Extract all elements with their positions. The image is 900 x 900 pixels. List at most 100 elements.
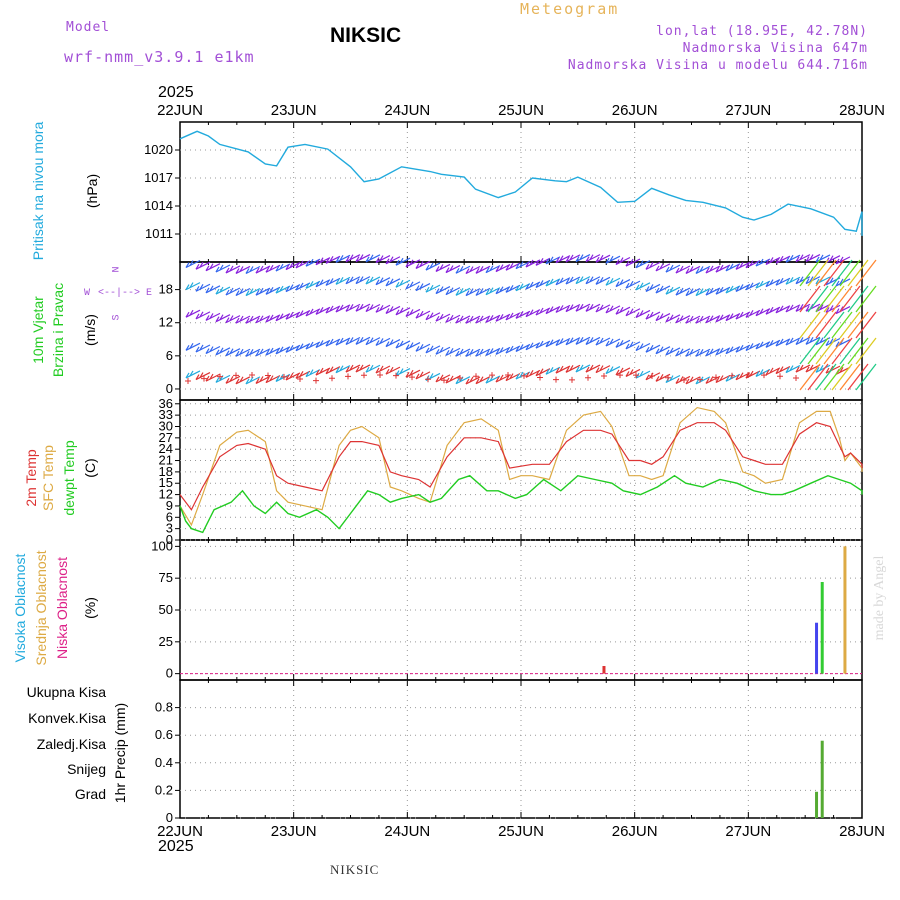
wind-barb [765, 256, 781, 266]
wind-barb-shaft [525, 259, 541, 268]
wind-barb-flag [475, 268, 480, 274]
wind-barb-flag [319, 367, 324, 374]
wind-barb-shaft [315, 306, 331, 315]
wind-barb-flag [539, 368, 544, 375]
wind-barb-shaft [235, 348, 251, 357]
wind-barb-flag [835, 258, 840, 265]
wind-barb-shaft [755, 308, 771, 317]
wind-barb-flag [779, 338, 784, 345]
wind-barb-shaft [245, 288, 261, 297]
wind-barb-shaft [485, 375, 501, 384]
wind-barb-shaft [545, 256, 561, 265]
wind-barb [795, 364, 811, 373]
wind-barb-shaft [615, 339, 631, 348]
wind-calm-marker [745, 372, 751, 379]
wind-barb-shaft [475, 315, 491, 324]
wind-barb [455, 287, 471, 296]
wind-barb-end [831, 363, 853, 391]
wind-barb-flag [235, 317, 240, 324]
wind-barb [685, 348, 701, 357]
wind-calm-marker [537, 374, 543, 381]
wind-barb [265, 347, 281, 356]
wind-barb-end [839, 259, 861, 287]
wind-barb-end [799, 259, 821, 287]
wind-barb-shaft [255, 287, 271, 296]
wind-barb [465, 315, 481, 324]
wind-barb-flag [779, 277, 784, 284]
temperature-ytick-label: 24 [159, 441, 173, 456]
wind-barb-flag [539, 280, 544, 286]
wind-barb-flag [365, 366, 370, 373]
wind-barb-shaft [285, 261, 301, 271]
wind-barb-shaft [765, 279, 781, 288]
wind-barb-flag [535, 370, 540, 377]
wind-barb-shaft [305, 280, 321, 289]
wind-barb [495, 346, 511, 355]
wind-barb-flag [195, 285, 200, 292]
wind-barb-flag [439, 313, 444, 320]
wind-barb-flag [795, 366, 800, 373]
wind-barb-flag [449, 375, 454, 382]
wind-barb-shaft [695, 265, 711, 274]
wind-barb-flag [629, 258, 634, 265]
wind-barb [305, 369, 321, 378]
wind-barb-flag [765, 281, 770, 287]
wind-barb-flag [465, 378, 470, 385]
wind-barb-shaft [335, 276, 351, 285]
wind-barb-shaft [625, 308, 641, 317]
wind-barb [475, 265, 491, 274]
wind-barb-shaft [445, 375, 461, 384]
wind-barb [385, 278, 401, 287]
wind-barb-flag [835, 341, 840, 347]
wind-barb-flag [219, 314, 224, 320]
wind-barb-end [815, 285, 837, 313]
wind-barb-shaft [525, 369, 541, 378]
wind-calm-marker [585, 374, 591, 381]
wind-barb-shaft [285, 372, 301, 381]
wind-barb-flag [519, 371, 524, 378]
wind-barb-flag [335, 306, 340, 313]
wind-barb-flag [199, 261, 204, 268]
wind-barb-flag [495, 266, 500, 272]
wind-barb [785, 365, 801, 374]
wind-barb-flag [479, 315, 484, 322]
wind-barb-flag [305, 282, 310, 289]
wind-barb-shaft [755, 341, 771, 350]
wind-barb-flag [459, 265, 464, 272]
wind-barb-flag [785, 339, 790, 346]
wind-barb-flag [655, 348, 660, 354]
wind-barb-shaft [715, 314, 731, 323]
wind-barb [745, 282, 761, 291]
wind-barb-flag [379, 255, 384, 261]
wind-barb-flag [399, 257, 404, 264]
wind-barb-flag [599, 337, 604, 344]
wind-barb-shaft [685, 288, 701, 297]
wind-barb-shaft [735, 311, 751, 320]
wind-barb-flag [185, 372, 190, 379]
wind-barb-flag [349, 364, 354, 371]
wind-barb [485, 265, 501, 274]
wind-barb-flag [659, 313, 664, 319]
wind-barb-shaft [455, 265, 471, 274]
wind-calm-marker [521, 372, 527, 379]
wind-barb [815, 364, 831, 373]
wind-barb [515, 283, 531, 292]
wind-barb [645, 283, 661, 292]
wind-barb [655, 263, 671, 272]
wind-barb-flag [685, 378, 690, 385]
wind-barb [535, 340, 551, 349]
wind-barb-end [815, 363, 837, 391]
wind-barb [605, 366, 621, 375]
wind-barb-shaft [755, 368, 771, 377]
wind-barb [695, 288, 711, 297]
wind-barb-flag [509, 345, 514, 352]
wind-barb [765, 367, 781, 376]
wind-barb-flag [275, 265, 280, 272]
wind-barb-shaft [395, 257, 411, 266]
x-date-label-top: 26JUN [612, 102, 658, 119]
wind-barb-shaft [295, 310, 311, 319]
wind-barb-flag [605, 307, 610, 314]
wind-barb-shaft [185, 370, 201, 379]
wind-barb-flag [405, 261, 410, 268]
wind-barb-shaft [505, 312, 521, 321]
